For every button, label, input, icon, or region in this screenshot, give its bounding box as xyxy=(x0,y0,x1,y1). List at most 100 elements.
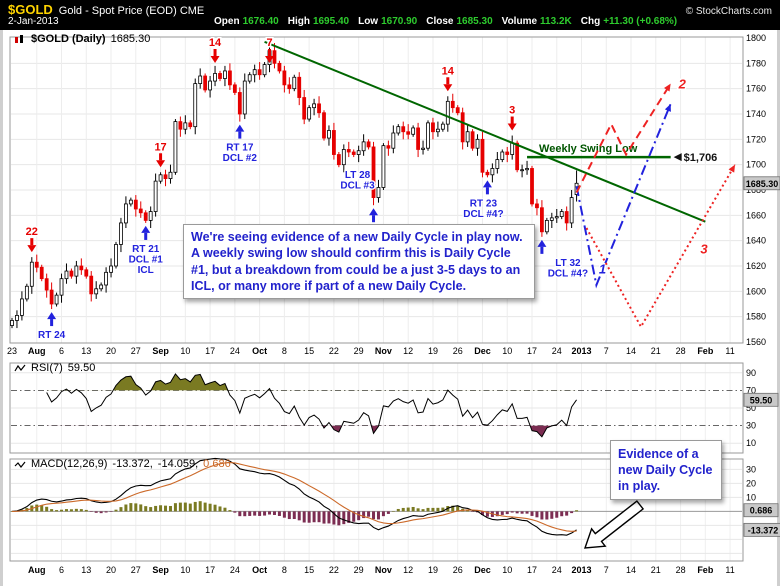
chart-symbol-label: $GOLD (Daily) xyxy=(31,33,106,45)
chg-label: Chg xyxy=(580,16,601,27)
low-label: Low xyxy=(358,16,379,27)
svg-text:1600: 1600 xyxy=(746,286,766,296)
copyright: © StockCharts.com xyxy=(685,6,772,17)
cycle-high-marker: 3 xyxy=(509,105,515,117)
svg-text:90: 90 xyxy=(746,368,756,378)
svg-text:Aug: Aug xyxy=(28,565,46,575)
svg-text:Oct: Oct xyxy=(252,565,267,575)
svg-text:19: 19 xyxy=(428,565,438,575)
instrument-description: Gold - Spot Price (EOD) CME xyxy=(58,5,205,17)
svg-text:15: 15 xyxy=(304,346,314,356)
svg-text:1560: 1560 xyxy=(746,337,766,347)
svg-text:Nov: Nov xyxy=(375,346,392,356)
cycle-low-marker: DCL #4? xyxy=(548,268,588,279)
svg-text:15: 15 xyxy=(304,565,314,575)
svg-text:28: 28 xyxy=(676,565,686,575)
svg-text:30: 30 xyxy=(746,464,756,474)
chart-last-price: 1685.30 xyxy=(110,33,151,45)
svg-text:14: 14 xyxy=(626,565,636,575)
svg-text:14: 14 xyxy=(626,346,636,356)
svg-text:Feb: Feb xyxy=(697,565,714,575)
svg-text:24: 24 xyxy=(230,346,240,356)
svg-text:Oct: Oct xyxy=(252,346,267,356)
projection-label-3: 3 xyxy=(700,241,708,256)
macd-title: MACD(12,26,9) -13.372, -14.059, 0.686 xyxy=(14,458,231,470)
svg-text:8: 8 xyxy=(282,346,287,356)
svg-text:10: 10 xyxy=(746,438,756,448)
price-chart-title: $GOLD (Daily) 1685.30 xyxy=(14,33,150,45)
svg-text:11: 11 xyxy=(725,565,734,575)
cycle-low-marker: RT 23 xyxy=(470,198,498,209)
svg-text:21: 21 xyxy=(651,346,661,356)
macd-line xyxy=(11,457,577,536)
chg-value: +11.30 (+0.68%) xyxy=(603,16,678,27)
svg-text:1580: 1580 xyxy=(746,312,766,322)
macd-icon xyxy=(14,461,26,468)
svg-text:2013: 2013 xyxy=(572,346,592,356)
cycle-low-marker: DCL #3 xyxy=(340,181,375,192)
svg-text:1760: 1760 xyxy=(746,84,766,94)
macd-hist-value: 0.686 xyxy=(203,458,231,470)
high-value: 1695.40 xyxy=(312,16,350,27)
cycle-low-marker: LT 32 xyxy=(555,258,581,269)
svg-text:24: 24 xyxy=(230,565,240,575)
svg-text:6: 6 xyxy=(59,565,64,575)
svg-text:10: 10 xyxy=(502,346,512,356)
svg-text:11: 11 xyxy=(725,346,734,356)
svg-text:1685.30: 1685.30 xyxy=(746,179,779,189)
svg-text:23: 23 xyxy=(7,346,17,356)
rsi-icon xyxy=(14,364,26,372)
svg-text:28: 28 xyxy=(676,346,686,356)
svg-text:1720: 1720 xyxy=(746,134,766,144)
svg-text:7: 7 xyxy=(604,346,609,356)
svg-text:1740: 1740 xyxy=(746,109,766,119)
price-pointer-icon xyxy=(673,153,682,162)
cycle-low-marker: RT 24 xyxy=(38,330,66,341)
svg-text:17: 17 xyxy=(205,565,215,575)
price-chart-panel: 23 Aug 6 13 20 27 Sep 10 17 24 Oct 8 15 22 29 Nov 12 19 26… xyxy=(3,30,780,360)
svg-text:Aug: Aug xyxy=(28,346,46,356)
high-label: High xyxy=(287,16,310,27)
open-value: 1676.40 xyxy=(242,16,279,27)
macd-line-value: -13.372, xyxy=(112,458,153,470)
rsi-value: 59.50 xyxy=(67,362,96,374)
svg-text:27: 27 xyxy=(131,346,141,356)
macd-label: MACD(12,26,9) xyxy=(31,458,108,470)
svg-text:13: 13 xyxy=(81,565,91,575)
svg-text:10: 10 xyxy=(746,492,756,502)
volume-value: 113.2K xyxy=(540,16,572,27)
svg-text:6: 6 xyxy=(59,346,64,356)
rsi-title: RSI(7) 59.50 xyxy=(14,362,95,374)
macd-signal-value: -14.059, xyxy=(157,458,199,470)
callout-arrow xyxy=(583,500,645,549)
svg-text:1620: 1620 xyxy=(746,261,766,271)
svg-text:27: 27 xyxy=(131,565,141,575)
projection-label-2: 2 xyxy=(678,77,687,92)
cycle-low-marker: DCL #1 xyxy=(129,254,164,265)
cycle-low-marker: DCL #2 xyxy=(223,153,258,164)
svg-text:24: 24 xyxy=(552,346,562,356)
svg-text:Feb: Feb xyxy=(697,346,714,356)
cycle-high-marker: 14 xyxy=(442,65,455,77)
volume-label: Volume xyxy=(501,16,538,27)
cycle-low-marker: RT 17 xyxy=(226,143,254,154)
svg-text:1800: 1800 xyxy=(746,33,766,43)
svg-text:2013: 2013 xyxy=(572,565,592,575)
cycle-high-marker: 22 xyxy=(26,226,38,238)
close-label: Close xyxy=(426,16,454,27)
svg-text:Dec: Dec xyxy=(474,565,491,575)
svg-text:7: 7 xyxy=(604,565,609,575)
svg-text:-13.372: -13.372 xyxy=(748,525,779,535)
svg-text:1700: 1700 xyxy=(746,160,766,170)
svg-text:10: 10 xyxy=(502,565,512,575)
quote-date: 2-Jan-2013 xyxy=(8,16,59,27)
svg-text:19: 19 xyxy=(428,346,438,356)
svg-text:1640: 1640 xyxy=(746,236,766,246)
candlesticks xyxy=(10,43,579,329)
svg-text:70: 70 xyxy=(746,385,756,395)
svg-text:26: 26 xyxy=(453,346,463,356)
svg-text:Nov: Nov xyxy=(375,565,392,575)
svg-text:13: 13 xyxy=(81,346,91,356)
open-label: Open xyxy=(214,16,240,27)
